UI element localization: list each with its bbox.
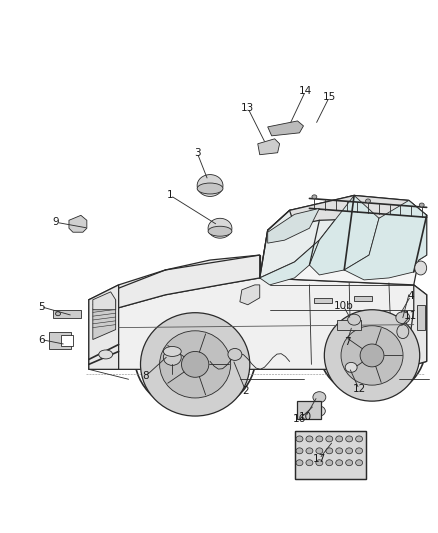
Ellipse shape bbox=[348, 314, 360, 325]
Text: 5: 5 bbox=[38, 302, 44, 312]
Ellipse shape bbox=[346, 436, 353, 442]
Polygon shape bbox=[260, 196, 427, 285]
Ellipse shape bbox=[181, 351, 209, 377]
Polygon shape bbox=[240, 285, 260, 305]
Ellipse shape bbox=[336, 448, 343, 454]
Text: 14: 14 bbox=[299, 86, 312, 96]
Bar bbox=[294, 431, 366, 479]
Text: 16: 16 bbox=[293, 414, 306, 424]
Ellipse shape bbox=[366, 199, 371, 203]
Polygon shape bbox=[260, 196, 354, 278]
Polygon shape bbox=[89, 285, 119, 369]
Bar bbox=[49, 332, 71, 350]
Ellipse shape bbox=[316, 460, 323, 466]
Ellipse shape bbox=[163, 346, 181, 357]
Text: 9: 9 bbox=[53, 217, 60, 227]
Ellipse shape bbox=[396, 312, 410, 324]
Polygon shape bbox=[89, 278, 427, 369]
Bar bbox=[337, 320, 361, 329]
Ellipse shape bbox=[228, 349, 242, 360]
Ellipse shape bbox=[346, 460, 353, 466]
Ellipse shape bbox=[316, 448, 323, 454]
Text: 10: 10 bbox=[299, 412, 312, 422]
Polygon shape bbox=[268, 121, 304, 136]
Ellipse shape bbox=[356, 436, 363, 442]
Polygon shape bbox=[89, 255, 260, 320]
Ellipse shape bbox=[326, 460, 333, 466]
Polygon shape bbox=[69, 215, 87, 232]
Bar bbox=[314, 298, 332, 303]
Ellipse shape bbox=[314, 406, 325, 416]
Text: 10b: 10b bbox=[333, 301, 353, 311]
Ellipse shape bbox=[313, 392, 326, 402]
Text: 17: 17 bbox=[313, 454, 326, 464]
Bar bbox=[297, 401, 321, 419]
Ellipse shape bbox=[197, 183, 223, 194]
Ellipse shape bbox=[336, 460, 343, 466]
Ellipse shape bbox=[306, 460, 313, 466]
Polygon shape bbox=[290, 196, 427, 225]
Polygon shape bbox=[344, 200, 427, 280]
Ellipse shape bbox=[99, 350, 113, 359]
Text: 1: 1 bbox=[167, 190, 173, 200]
Text: 13: 13 bbox=[241, 103, 254, 113]
Text: 4: 4 bbox=[407, 291, 414, 301]
Ellipse shape bbox=[208, 219, 232, 238]
Bar bbox=[61, 335, 73, 346]
Polygon shape bbox=[309, 196, 379, 275]
Ellipse shape bbox=[326, 436, 333, 442]
Ellipse shape bbox=[296, 448, 303, 454]
Bar bbox=[354, 296, 372, 301]
Text: 2: 2 bbox=[243, 386, 249, 396]
Ellipse shape bbox=[419, 203, 424, 207]
Ellipse shape bbox=[345, 362, 357, 373]
Ellipse shape bbox=[296, 436, 303, 442]
Ellipse shape bbox=[197, 175, 223, 197]
Ellipse shape bbox=[316, 436, 323, 442]
Polygon shape bbox=[93, 292, 116, 310]
Ellipse shape bbox=[356, 448, 363, 454]
Bar bbox=[53, 310, 81, 318]
Bar bbox=[417, 305, 425, 329]
Text: 3: 3 bbox=[194, 148, 201, 158]
Text: 7: 7 bbox=[344, 336, 350, 346]
Text: 11: 11 bbox=[404, 311, 417, 321]
Ellipse shape bbox=[296, 460, 303, 466]
Ellipse shape bbox=[336, 436, 343, 442]
Ellipse shape bbox=[141, 313, 250, 416]
Ellipse shape bbox=[346, 448, 353, 454]
Ellipse shape bbox=[415, 261, 427, 275]
Text: 12: 12 bbox=[353, 384, 366, 394]
Text: 8: 8 bbox=[142, 372, 149, 381]
Text: 15: 15 bbox=[323, 92, 336, 102]
Ellipse shape bbox=[341, 326, 403, 385]
Ellipse shape bbox=[306, 448, 313, 454]
Bar bbox=[294, 431, 366, 479]
Polygon shape bbox=[260, 240, 319, 285]
Ellipse shape bbox=[356, 460, 363, 466]
Ellipse shape bbox=[208, 226, 232, 236]
Ellipse shape bbox=[163, 350, 181, 365]
Ellipse shape bbox=[360, 344, 384, 367]
Polygon shape bbox=[93, 300, 116, 340]
Ellipse shape bbox=[397, 325, 409, 338]
Ellipse shape bbox=[312, 195, 317, 199]
Text: 6: 6 bbox=[38, 335, 44, 344]
Ellipse shape bbox=[326, 448, 333, 454]
Polygon shape bbox=[394, 285, 427, 369]
Polygon shape bbox=[268, 208, 319, 243]
Ellipse shape bbox=[306, 436, 313, 442]
Ellipse shape bbox=[159, 331, 231, 398]
Ellipse shape bbox=[324, 310, 420, 401]
Polygon shape bbox=[258, 139, 279, 155]
Ellipse shape bbox=[56, 312, 60, 316]
